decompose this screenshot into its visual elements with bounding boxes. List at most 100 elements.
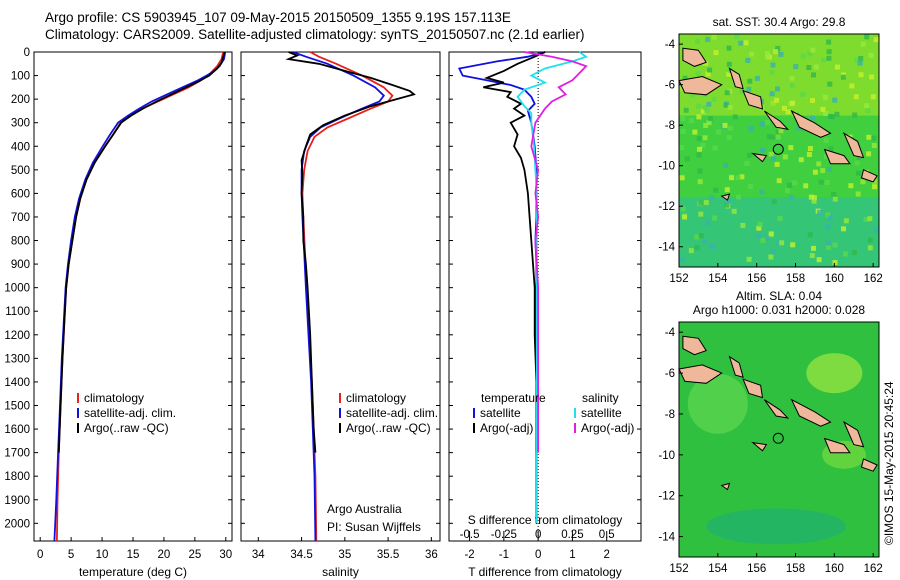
map-cell — [858, 56, 864, 61]
map-cell — [790, 100, 796, 106]
map-cell — [747, 78, 753, 84]
map-cell — [768, 254, 774, 260]
map-cell — [709, 195, 715, 201]
map-cell — [726, 61, 732, 67]
map-cell — [706, 101, 712, 107]
map-cell — [865, 108, 871, 114]
legend-label: Argo(-adj) — [480, 421, 533, 435]
map-cell — [778, 128, 784, 134]
map-cell — [832, 260, 838, 265]
map-cell — [813, 64, 819, 70]
map-cell — [848, 183, 854, 189]
map-cell — [796, 125, 802, 131]
map-cell — [811, 245, 816, 251]
map-cell — [812, 169, 818, 175]
map-cell — [773, 49, 779, 55]
map-cell — [867, 237, 873, 243]
map-cell — [781, 105, 787, 111]
map-cell — [841, 226, 846, 232]
island — [728, 355, 744, 378]
map-cell — [688, 248, 694, 254]
s-tick-label: 0.25 — [561, 529, 583, 541]
y-tick-label: 200 — [11, 94, 30, 106]
map-cell — [825, 240, 831, 246]
map-cell — [682, 75, 688, 81]
map-cell — [703, 123, 709, 128]
map-cell — [735, 175, 741, 181]
y-tick-label: -8 — [665, 120, 675, 132]
y-tick-label: 2000 — [4, 518, 30, 530]
island — [860, 458, 878, 472]
map-cell — [696, 114, 702, 120]
map-cell — [821, 57, 826, 63]
map-cell — [713, 50, 719, 56]
map-cell — [873, 37, 879, 43]
y-tick-label: -4 — [665, 327, 676, 339]
map-cell — [694, 234, 700, 240]
map-cell — [680, 116, 686, 121]
island — [751, 152, 768, 163]
x-tick-label: 36 — [425, 549, 438, 561]
map-frame — [678, 33, 880, 268]
map-cell — [727, 125, 733, 131]
map-cell — [790, 242, 796, 248]
map-cell — [806, 65, 812, 70]
map-cell — [698, 200, 704, 206]
y-tick-label: -6 — [665, 368, 675, 380]
map-cell — [766, 134, 772, 140]
map-cell — [856, 170, 861, 176]
island — [842, 132, 865, 159]
map-cell — [826, 244, 831, 250]
map-cell — [817, 210, 823, 215]
legend-label: satellite — [480, 406, 521, 420]
map-cell — [810, 115, 815, 121]
temperature-panel: 0100200300400500600700800900100011001200… — [4, 47, 233, 579]
s-tick-label: -0.25 — [491, 529, 517, 541]
map-cell — [807, 51, 813, 57]
map-cell — [826, 39, 832, 45]
map-cell — [775, 45, 781, 51]
map-cell — [764, 120, 770, 125]
map-cell — [724, 187, 730, 193]
y-tick-label: -14 — [658, 532, 675, 544]
map-cell — [870, 94, 876, 100]
map-cell — [831, 192, 837, 197]
x-tick-label: 162 — [864, 273, 883, 285]
map-cell — [854, 160, 860, 166]
map-cell — [832, 97, 838, 103]
map-cell — [866, 134, 872, 140]
map-title: sat. SST: 30.4 Argo: 29.8 — [713, 15, 846, 29]
map-cell — [849, 83, 855, 89]
map-cell — [765, 235, 771, 241]
map-cell — [738, 40, 744, 46]
y-tick-label: 1800 — [4, 471, 30, 483]
map-cell — [810, 47, 816, 53]
map-cell — [679, 145, 684, 151]
argo-location-marker — [772, 432, 784, 444]
map-cell — [729, 175, 735, 181]
y-tick-label: 900 — [11, 259, 30, 271]
x-tick-label: 30 — [219, 549, 232, 561]
map-cell — [818, 179, 824, 185]
sla-blob — [806, 353, 863, 394]
map-cell — [702, 239, 708, 244]
map-cell — [715, 129, 721, 135]
y-tick-label: -8 — [665, 409, 675, 421]
map-cell — [760, 237, 766, 243]
x-tick-label: 162 — [864, 563, 883, 575]
series-line-argorawqc — [285, 51, 416, 453]
x-tick-label: 154 — [708, 273, 728, 285]
map-cell — [834, 111, 840, 117]
sla-blob — [706, 508, 847, 545]
island — [728, 67, 744, 90]
map-cell — [756, 225, 762, 231]
map-cell — [825, 212, 831, 218]
map-cell — [826, 166, 832, 172]
map-cell — [863, 217, 869, 222]
map-cell — [824, 180, 830, 185]
map-cell — [775, 135, 781, 140]
map-cell — [708, 116, 713, 122]
map-cell — [820, 168, 826, 174]
x-tick-label: 156 — [747, 273, 766, 285]
x-tick-label: 156 — [747, 563, 766, 575]
